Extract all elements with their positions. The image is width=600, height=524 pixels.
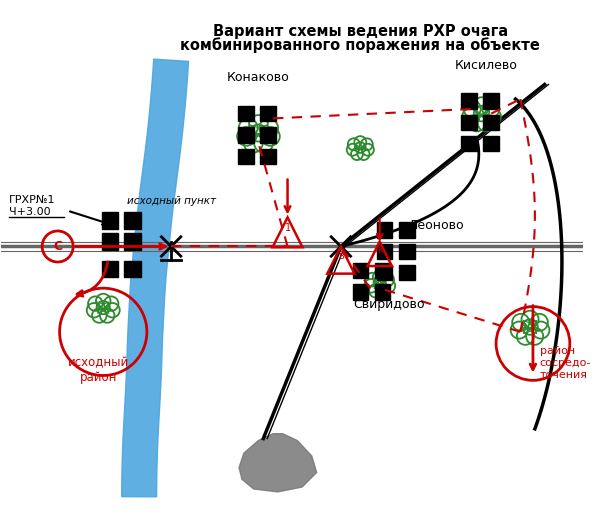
- Bar: [461, 115, 476, 130]
- Bar: [484, 136, 499, 151]
- Text: исходный
район: исходный район: [68, 356, 129, 384]
- Text: комбинированного поражения на объекте: комбинированного поражения на объекте: [181, 37, 540, 53]
- Text: Леоново: Леоново: [409, 219, 464, 232]
- Bar: [399, 222, 415, 238]
- Text: ГРХР№1
Ч+3.00: ГРХР№1 Ч+3.00: [9, 195, 56, 216]
- Polygon shape: [239, 434, 317, 492]
- Bar: [124, 260, 140, 277]
- Text: к: к: [377, 245, 383, 255]
- Text: Свиридово: Свиридово: [353, 298, 425, 311]
- Bar: [102, 212, 118, 228]
- Bar: [260, 148, 276, 164]
- Bar: [484, 115, 499, 130]
- Bar: [102, 233, 118, 250]
- Bar: [353, 263, 368, 278]
- Text: район
сосредо-
точения: район сосредо- точения: [540, 346, 591, 379]
- Text: Конаково: Конаково: [227, 71, 290, 84]
- Bar: [461, 93, 476, 109]
- Bar: [238, 127, 254, 143]
- Bar: [377, 244, 392, 259]
- Polygon shape: [122, 59, 188, 497]
- Text: 1: 1: [284, 223, 290, 233]
- Bar: [399, 265, 415, 280]
- Bar: [260, 127, 276, 143]
- Bar: [238, 106, 254, 122]
- Bar: [399, 244, 415, 259]
- Bar: [102, 260, 118, 277]
- Bar: [238, 148, 254, 164]
- Bar: [377, 222, 392, 238]
- Text: исходный пункт: исходный пункт: [127, 196, 217, 206]
- Bar: [124, 212, 140, 228]
- Bar: [353, 285, 368, 300]
- Bar: [260, 106, 276, 122]
- Text: С: С: [53, 240, 62, 253]
- Text: в: в: [338, 251, 344, 261]
- Bar: [124, 233, 140, 250]
- Bar: [377, 265, 392, 280]
- Bar: [375, 263, 391, 278]
- Bar: [484, 93, 499, 109]
- Text: Кисилево: Кисилево: [455, 59, 518, 72]
- Text: Вариант схемы ведения РХР очага: Вариант схемы ведения РХР очага: [213, 24, 508, 39]
- Bar: [461, 136, 476, 151]
- Bar: [375, 285, 391, 300]
